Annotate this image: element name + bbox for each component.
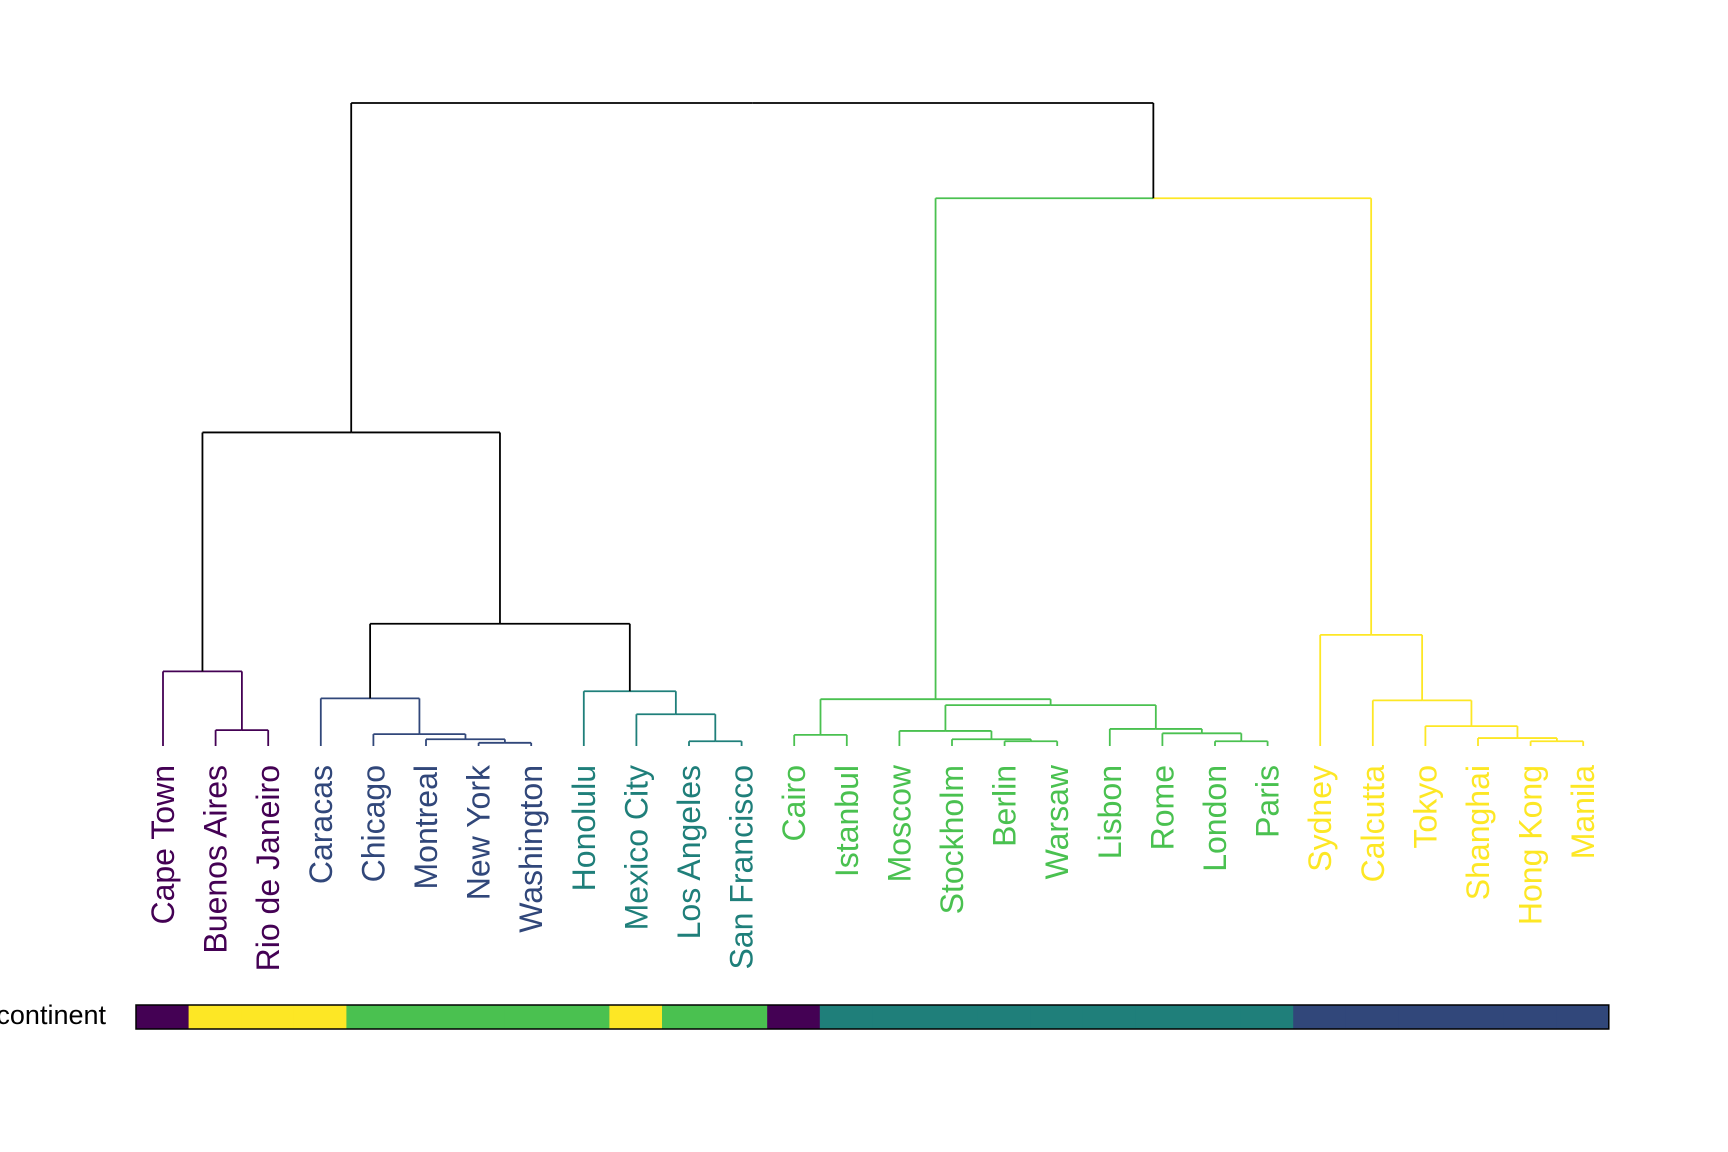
- color-bar-segment: [872, 1005, 926, 1029]
- color-bar-segment: [504, 1005, 558, 1029]
- leaf-label: Sydney: [1302, 765, 1338, 872]
- color-bar-segment: [451, 1005, 505, 1029]
- color-bar-segment: [1135, 1005, 1189, 1029]
- leaf-label: Warsaw: [1039, 764, 1075, 879]
- leaf-label: Shanghai: [1460, 765, 1496, 900]
- color-bar-segment: [293, 1005, 347, 1029]
- dendrogram-links: [162, 102, 1585, 746]
- color-bar-segment: [346, 1005, 400, 1029]
- color-bar-segment: [819, 1005, 873, 1029]
- color-bar-segment: [1503, 1005, 1557, 1029]
- color-bar-label: continent: [0, 1000, 106, 1030]
- color-bar-segment: [1556, 1005, 1610, 1029]
- leaf-label: Istanbul: [829, 765, 865, 877]
- leaf-label: Washington: [513, 765, 549, 933]
- color-bar-segment: [1240, 1005, 1294, 1029]
- leaf-label: Montreal: [408, 765, 444, 890]
- leaf-label: Chicago: [355, 765, 391, 882]
- color-bar-segment: [1030, 1005, 1084, 1029]
- leaf-label: Rome: [1144, 765, 1180, 850]
- leaf-label: Honolulu: [566, 765, 602, 891]
- color-bar-outline: [135, 1004, 1610, 1030]
- color-bar-segment: [1188, 1005, 1242, 1029]
- color-bar-segment: [662, 1005, 716, 1029]
- leaf-label: Berlin: [987, 765, 1023, 847]
- leaf-label: Buenos Aires: [198, 765, 234, 954]
- leaf-label: London: [1197, 765, 1233, 872]
- leaf-label: Hong Kong: [1513, 765, 1549, 925]
- color-bar-segment: [767, 1005, 821, 1029]
- leaf-label: Moscow: [881, 764, 917, 882]
- continent-color-bar: [135, 1004, 1610, 1030]
- color-bar-segment: [925, 1005, 979, 1029]
- leaf-labels: Cape Town Buenos Aires Rio de Janeiro Carac…: [145, 764, 1601, 971]
- color-bar-segment: [188, 1005, 242, 1029]
- leaf-label: Manila: [1565, 765, 1601, 859]
- leaf-label: Rio de Janeiro: [250, 765, 286, 971]
- color-bar-segment: [241, 1005, 295, 1029]
- leaf-label: Calcutta: [1355, 765, 1391, 883]
- leaf-label: Tokyo: [1407, 765, 1443, 849]
- leaf-label: Lisbon: [1092, 765, 1128, 859]
- leaf-label: Cairo: [776, 765, 812, 841]
- color-bar-segment: [1451, 1005, 1505, 1029]
- color-bar-segment: [399, 1005, 453, 1029]
- leaf-label: Caracas: [303, 765, 339, 884]
- color-bar-segment: [977, 1005, 1031, 1029]
- color-bar-segment: [556, 1005, 610, 1029]
- color-bar-segment: [609, 1005, 663, 1029]
- leaf-label: Paris: [1250, 765, 1286, 838]
- leaf-label: Mexico City: [618, 765, 654, 930]
- leaf-label: New York: [461, 764, 497, 900]
- color-bar-segment: [1398, 1005, 1452, 1029]
- color-bar-segment: [714, 1005, 768, 1029]
- color-bar-segment: [1293, 1005, 1347, 1029]
- leaf-label: Cape Town: [145, 765, 181, 925]
- color-bar-segment: [1082, 1005, 1136, 1029]
- leaf-label: San Francisco: [724, 765, 760, 970]
- color-bar-segment: [1345, 1005, 1399, 1029]
- leaf-label: Los Angeles: [671, 765, 707, 939]
- leaf-label: Stockholm: [934, 765, 970, 914]
- color-bar-segment: [136, 1005, 190, 1029]
